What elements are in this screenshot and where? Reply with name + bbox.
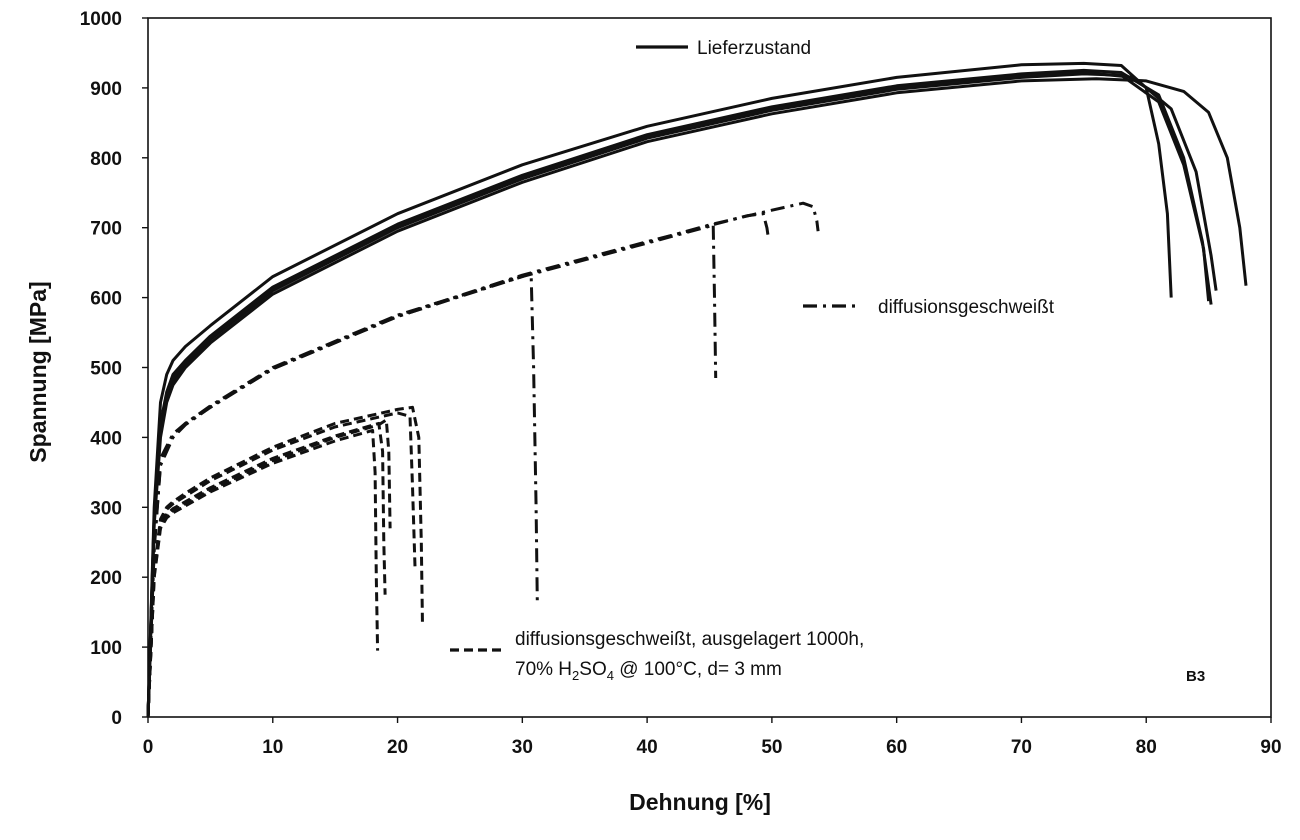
series-line-dashed-13	[146, 405, 424, 718]
series-line-dashdot-8	[146, 201, 820, 718]
legend-item-ausgelagert: diffusionsgeschweißt, ausgelagert 1000h,…	[450, 629, 864, 683]
y-tick-label: 1000	[80, 9, 122, 30]
x-tick-label: 0	[143, 737, 154, 758]
series-line-dashdot-5	[146, 271, 539, 718]
legend-item-diffusionsgeschweisst: diffusionsgeschweißt	[803, 297, 1055, 318]
series-layer	[146, 61, 1248, 718]
legend-label-diffusionsgeschweisst: diffusionsgeschweißt	[878, 297, 1055, 318]
y-tick-label: 0	[111, 708, 122, 729]
x-tick-label: 40	[637, 737, 658, 758]
y-tick-label: 900	[90, 79, 122, 100]
x-tick-label: 80	[1136, 737, 1157, 758]
x-tick-label: 50	[761, 737, 782, 758]
x-tick-label: 90	[1260, 737, 1281, 758]
legend-label-lieferzustand: Lieferzustand	[697, 38, 811, 59]
legend-item-lieferzustand: Lieferzustand	[636, 38, 811, 59]
x-axis-title: Dehnung [%]	[629, 789, 771, 815]
x-tick-label: 20	[387, 737, 408, 758]
y-tick-label: 700	[90, 219, 122, 240]
x-tick-label: 30	[512, 737, 533, 758]
series-line-solid-2	[146, 72, 1211, 718]
series-line-solid-0	[146, 61, 1173, 718]
x-tick-label: 60	[886, 737, 907, 758]
ticks-layer: 0 10 20 30 40 50 60 70 80 90010020030040050060070…	[80, 9, 1282, 758]
legend-label-ausgelagert-line1: diffusionsgeschweißt, ausgelagert 1000h,	[515, 629, 864, 650]
series-line-dashed-9	[146, 428, 380, 718]
y-tick-label: 800	[90, 149, 122, 170]
series-line-solid-3	[146, 71, 1218, 718]
series-line-dashed-10	[146, 421, 387, 718]
y-tick-label: 500	[90, 359, 122, 380]
series-line-solid-4	[146, 77, 1248, 718]
y-tick-label: 300	[90, 498, 122, 519]
corner-annotation: B3	[1186, 668, 1205, 685]
legend-label-ausgelagert-line2: 70% H2SO4 @ 100°C, d= 3 mm	[515, 659, 782, 683]
x-tick-label: 10	[262, 737, 283, 758]
y-tick-label: 100	[90, 638, 122, 659]
y-tick-label: 600	[90, 289, 122, 310]
series-line-solid-1	[146, 68, 1213, 718]
y-tick-label: 200	[90, 568, 122, 589]
series-line-dashed-11	[146, 418, 392, 718]
x-tick-label: 70	[1011, 737, 1032, 758]
y-tick-label: 400	[90, 428, 122, 449]
y-axis-title: Spannung [MPa]	[25, 281, 51, 462]
